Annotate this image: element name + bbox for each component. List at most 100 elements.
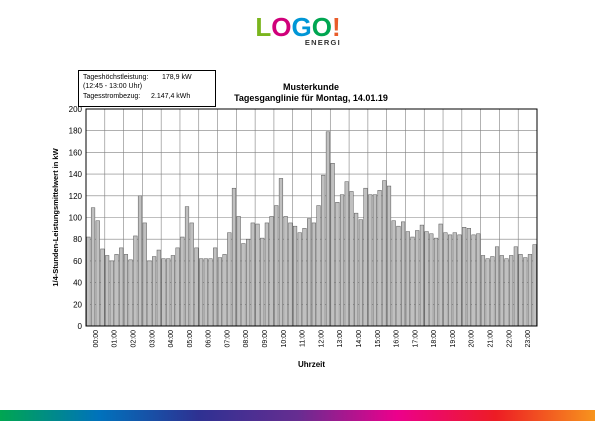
- logo: LOGO! ENERGIE: [256, 12, 340, 47]
- bar: [325, 131, 331, 327]
- bar: [213, 247, 218, 327]
- bar: [208, 258, 213, 327]
- bar: [349, 191, 354, 327]
- bar: [377, 190, 382, 327]
- bar: [429, 233, 434, 327]
- logo-letter: L: [256, 12, 271, 42]
- bar: [424, 231, 429, 327]
- x-tick-label: 10:00: [281, 330, 288, 348]
- logo-wordmark: LOGO!: [256, 12, 340, 42]
- x-tick-label: 22:00: [506, 330, 513, 348]
- bar: [128, 259, 133, 327]
- bar: [415, 230, 420, 327]
- bar: [433, 237, 439, 327]
- bar: [114, 254, 119, 327]
- bar: [123, 254, 129, 327]
- y-tick-label: 20: [73, 300, 82, 309]
- bar: [443, 232, 448, 327]
- y-tick-label: 160: [69, 148, 83, 157]
- bar: [109, 260, 114, 327]
- bar: [245, 238, 251, 327]
- bar: [485, 258, 490, 327]
- x-tick-label: 00:00: [93, 330, 100, 348]
- bar: [227, 232, 232, 327]
- load-profile-chart: 0 20 40 60 80 100 120 140 160 180 200 00:00 01:00 02:…: [51, 105, 538, 369]
- bar: [152, 256, 157, 327]
- bar: [283, 216, 288, 327]
- bar: [494, 246, 500, 327]
- bar: [105, 255, 110, 327]
- bar: [260, 237, 265, 327]
- bar: [363, 187, 368, 327]
- x-axis-title: Uhrzeit: [298, 360, 325, 369]
- y-tick-label: 120: [69, 192, 83, 201]
- y-tick-label: 200: [69, 105, 83, 114]
- bar: [448, 234, 453, 327]
- x-tick-label: 07:00: [224, 330, 231, 348]
- bar: [354, 212, 359, 327]
- bar: [419, 224, 424, 327]
- x-tick-label: 01:00: [112, 330, 119, 348]
- bar: [180, 236, 185, 327]
- bar: [194, 247, 199, 327]
- y-tick-label: 140: [69, 170, 83, 179]
- bar: [175, 247, 180, 327]
- bar: [401, 221, 406, 327]
- bar: [466, 228, 471, 327]
- bar: [100, 248, 105, 327]
- logo-letter: !: [332, 12, 340, 42]
- peak-info-box: Tageshöchstleistung: 178,9 kW (12:45 - 1…: [78, 70, 216, 107]
- bar: [147, 260, 152, 327]
- bar: [532, 244, 537, 327]
- bar: [396, 225, 401, 327]
- consumption-value: 2.147,4 kWh: [151, 93, 191, 100]
- bar: [133, 235, 138, 327]
- bar: [199, 258, 204, 327]
- logo-letter: O: [271, 12, 291, 42]
- bar: [269, 216, 274, 327]
- x-tick-label: 21:00: [488, 330, 495, 348]
- bar: [372, 194, 378, 327]
- bar: [86, 236, 91, 327]
- bar: [339, 194, 345, 327]
- bar: [368, 194, 373, 327]
- bar: [137, 195, 143, 327]
- bar: [170, 255, 175, 327]
- bar: [527, 254, 533, 327]
- bar: [307, 218, 312, 327]
- bar: [189, 222, 194, 327]
- bar: [231, 187, 237, 327]
- bar: [278, 178, 284, 327]
- bar: [457, 234, 462, 327]
- bar: [236, 216, 241, 327]
- bar: [321, 174, 326, 327]
- bar: [274, 205, 279, 327]
- y-tick-label: 100: [69, 214, 83, 223]
- x-tick-label: 08:00: [243, 330, 250, 348]
- plot-border: [85, 108, 538, 327]
- peak-label: Tageshöchstleistung:: [83, 74, 149, 81]
- x-tick-label: 12:00: [318, 330, 325, 348]
- x-tick-label: 18:00: [431, 330, 438, 348]
- x-tick-label: 13:00: [337, 330, 344, 348]
- bar: [335, 202, 340, 327]
- chart-subtitle: Tagesganglinie für Montag, 14.01.19: [234, 93, 388, 103]
- bar: [250, 222, 255, 327]
- bar: [462, 227, 467, 327]
- x-tick-label: 16:00: [394, 330, 401, 348]
- bar: [302, 228, 307, 327]
- x-tick-label: 23:00: [525, 330, 532, 348]
- x-tick-label: 17:00: [412, 330, 419, 348]
- bar: [142, 222, 147, 327]
- bar: [292, 225, 298, 327]
- bar: [156, 249, 161, 327]
- bar: [241, 243, 246, 327]
- x-tick-label: 05:00: [187, 330, 194, 348]
- bar: [499, 255, 504, 327]
- bar: [297, 232, 302, 327]
- bar: [480, 255, 486, 327]
- logo-letter: O: [312, 12, 332, 42]
- peak-value: 178,9 kW: [162, 74, 192, 81]
- bar: [255, 223, 260, 327]
- x-tick-label: 02:00: [130, 330, 137, 348]
